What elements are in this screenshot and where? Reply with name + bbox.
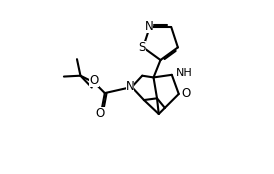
Text: O: O <box>89 74 99 87</box>
Text: O: O <box>95 108 105 120</box>
Text: NH: NH <box>176 68 193 78</box>
Text: S: S <box>139 41 146 54</box>
Text: N: N <box>144 20 153 33</box>
Text: O: O <box>181 88 191 100</box>
Text: N: N <box>126 81 135 93</box>
